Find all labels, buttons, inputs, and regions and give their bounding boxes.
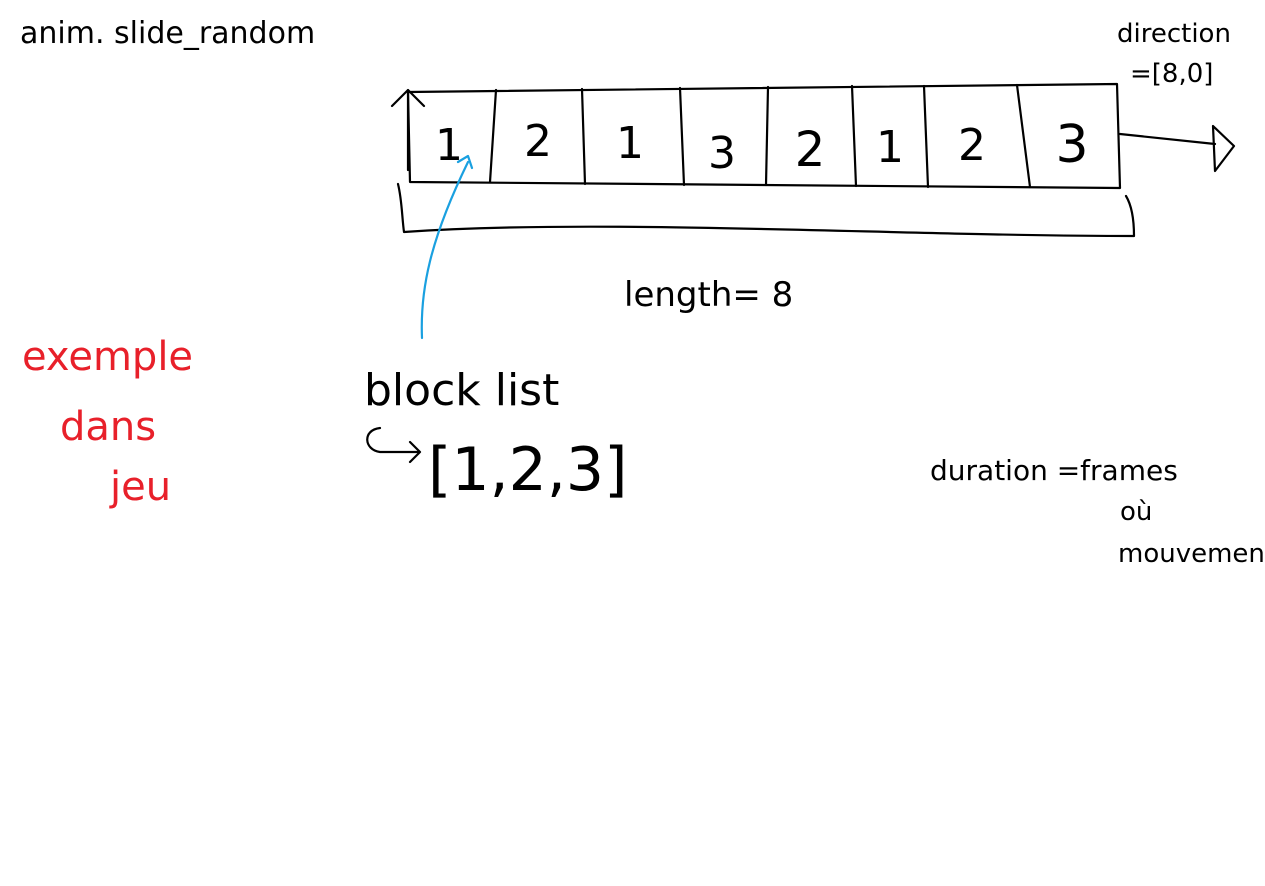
- cell-dividers: [488, 83, 1032, 189]
- block-list-value: [1,2,3]: [428, 435, 627, 505]
- cell-value: 2: [958, 120, 986, 171]
- example-note-line: exemple: [22, 334, 193, 380]
- right-arrow-icon: [1118, 124, 1236, 173]
- block-list-label: block list: [364, 365, 559, 416]
- direction-label: direction: [1117, 19, 1231, 49]
- cell-value: 2: [524, 116, 552, 167]
- example-note: exemple dans jeu: [22, 334, 193, 510]
- return-arrow-icon: [366, 426, 422, 464]
- cell-value: 2: [795, 122, 826, 178]
- cell-values: 1 2 1 3 2 1 2 3: [435, 115, 1089, 179]
- example-note-line: dans: [60, 404, 156, 450]
- duration-note-line: mouvement: [1118, 539, 1265, 569]
- length-brace: [396, 182, 1136, 238]
- cell-value: 1: [435, 120, 463, 171]
- cell-value: 1: [876, 122, 904, 173]
- cell-value: 1: [616, 118, 644, 169]
- example-note-line: jeu: [109, 464, 171, 510]
- direction-value: =[8,0]: [1130, 59, 1213, 89]
- sketch-title: anim. slide_random: [20, 16, 315, 51]
- block-list-pointer-arrow: [420, 154, 474, 340]
- duration-note-line: duration =frames: [930, 454, 1178, 487]
- cell-value: 3: [1055, 115, 1088, 175]
- length-label: length= 8: [624, 275, 793, 315]
- duration-note: duration =frames où mouvement: [930, 454, 1265, 569]
- duration-note-line: où: [1120, 497, 1152, 527]
- cell-value: 3: [708, 128, 736, 179]
- cell-strip-outline: [406, 82, 1122, 190]
